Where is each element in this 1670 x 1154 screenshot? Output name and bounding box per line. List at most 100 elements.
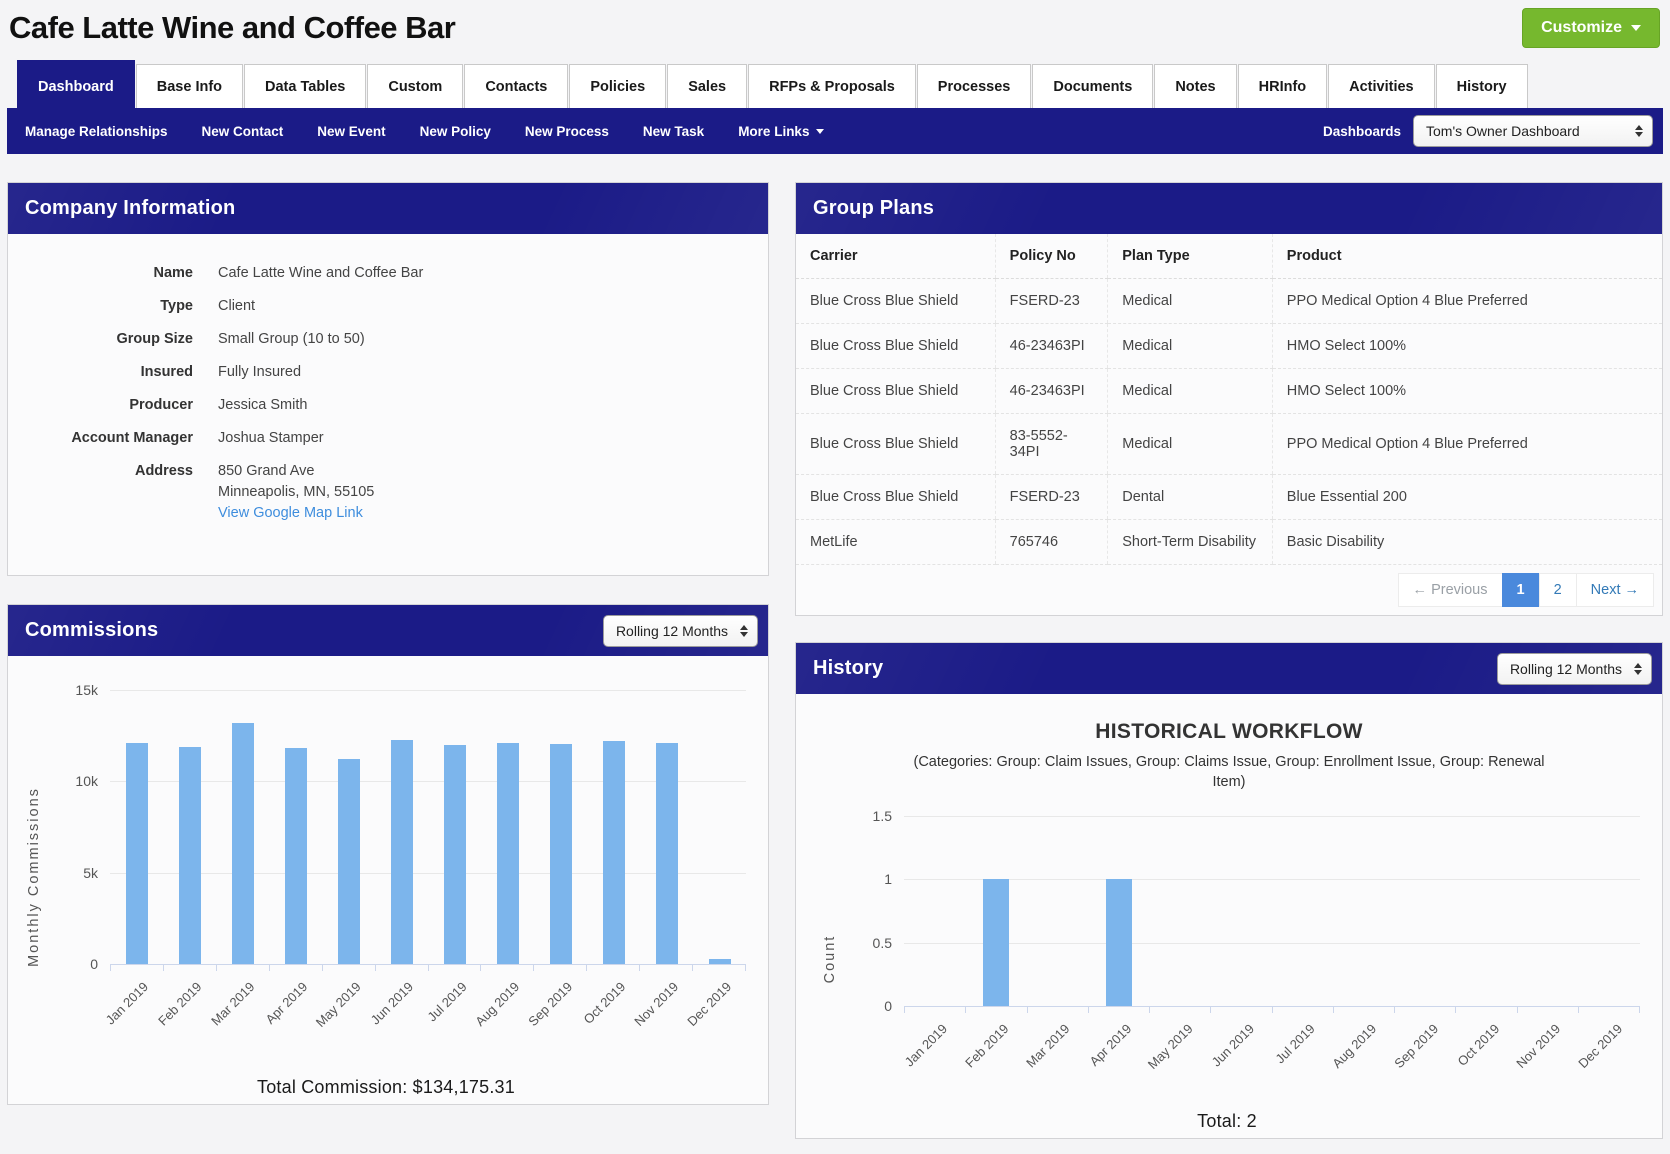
pagination-page-1[interactable]: 1 xyxy=(1502,573,1539,607)
bar-slot xyxy=(216,690,269,964)
nav-link-more-links[interactable]: More Links xyxy=(738,124,824,139)
bar-slot xyxy=(1517,816,1578,1006)
tab-rfps-proposals[interactable]: RFPs & Proposals xyxy=(748,64,916,108)
plot-area: 15k10k5k0 xyxy=(54,690,758,964)
plot-area: 1.510.50 xyxy=(858,816,1652,1006)
tick-mark xyxy=(323,964,376,971)
tab-custom[interactable]: Custom xyxy=(367,64,463,108)
bar-slot xyxy=(534,690,587,964)
table-cell: Blue Essential 200 xyxy=(1272,475,1662,520)
nav-link-new-policy[interactable]: New Policy xyxy=(420,124,491,139)
table-cell: Blue Cross Blue Shield xyxy=(796,369,995,414)
company-information-title: Company Information xyxy=(25,197,235,220)
pagination-previous-button[interactable]: ← Previous xyxy=(1398,573,1502,607)
tab-hrinfo[interactable]: HRInfo xyxy=(1238,64,1328,108)
tick-mark xyxy=(376,964,429,971)
table-cell: PPO Medical Option 4 Blue Preferred xyxy=(1272,279,1662,324)
info-field-row-address: Address850 Grand AveMinneapolis, MN, 551… xyxy=(8,462,748,523)
commissions-chart: Monthly Commissions 15k10k5k0Jan 2019Feb… xyxy=(8,656,768,1104)
commissions-y-axis: Monthly Commissions xyxy=(14,690,54,1063)
history-chart-subtitle: (Categories: Group: Claim Issues, Group:… xyxy=(904,752,1554,792)
dashboard-select[interactable]: Tom's Owner Dashboard xyxy=(1413,115,1653,147)
select-caret-icon xyxy=(740,625,748,637)
table-cell: 83-5552-34PI xyxy=(995,414,1108,475)
x-tick-label: May 2019 xyxy=(1145,1021,1196,1072)
tab-data-tables[interactable]: Data Tables xyxy=(244,64,366,108)
tab-dashboard[interactable]: Dashboard xyxy=(17,60,135,111)
tab-documents[interactable]: Documents xyxy=(1032,64,1153,108)
tick-mark xyxy=(1579,1006,1640,1013)
y-tick-label: 5k xyxy=(54,865,98,881)
x-tick-label: Jan 2019 xyxy=(902,1021,950,1069)
table-cell: Medical xyxy=(1108,324,1273,369)
tick-mark xyxy=(111,964,164,971)
quick-actions-navbar: Manage Relationships New Contact New Event… xyxy=(7,108,1663,154)
x-tick-label: Feb 2019 xyxy=(155,979,204,1028)
bar-slot xyxy=(587,690,640,964)
google-map-link[interactable]: View Google Map Link xyxy=(218,505,363,521)
tab-sales[interactable]: Sales xyxy=(667,64,747,108)
customize-button-label: Customize xyxy=(1541,19,1622,37)
table-row[interactable]: Blue Cross Blue ShieldFSERD-23MedicalPPO… xyxy=(796,279,1662,324)
tab-contacts[interactable]: Contacts xyxy=(464,64,568,108)
bar-slot xyxy=(110,690,163,964)
chevron-down-icon xyxy=(1631,25,1641,31)
pagination-page-2[interactable]: 2 xyxy=(1539,573,1576,607)
tab-base-info[interactable]: Base Info xyxy=(136,64,243,108)
tick-mark xyxy=(1089,1006,1150,1013)
tab-history[interactable]: History xyxy=(1436,64,1528,108)
chevron-down-icon xyxy=(816,129,824,134)
nav-link-new-event[interactable]: New Event xyxy=(317,124,385,139)
x-axis-labels: Jan 2019Feb 2019Mar 2019Apr 2019May 2019… xyxy=(110,971,746,1063)
bar-slot xyxy=(163,690,216,964)
nav-link-manage-relationships[interactable]: Manage Relationships xyxy=(25,124,168,139)
history-range-select[interactable]: Rolling 12 Months xyxy=(1497,653,1652,685)
customize-button[interactable]: Customize xyxy=(1522,8,1660,48)
history-chart: HISTORICAL WORKFLOW (Categories: Group: … xyxy=(796,720,1662,1138)
info-field-value: Small Group (10 to 50) xyxy=(218,330,365,349)
y-tick-label: 15k xyxy=(54,682,98,698)
x-tick-label: Aug 2019 xyxy=(1330,1021,1380,1071)
table-cell: MetLife xyxy=(796,520,995,565)
table-cell: 765746 xyxy=(995,520,1108,565)
y-tick-label: 1 xyxy=(858,871,892,887)
table-row[interactable]: Blue Cross Blue Shield46-23463PIMedicalH… xyxy=(796,369,1662,414)
x-label-slot: May 2019 xyxy=(1149,1013,1210,1101)
history-panel: History Rolling 12 Months HISTORICAL WOR… xyxy=(795,642,1663,1139)
pagination-next-button[interactable]: Next → xyxy=(1576,573,1654,607)
x-label-slot: Jun 2019 xyxy=(1211,1013,1272,1101)
x-tick-label: Nov 2019 xyxy=(1514,1021,1564,1071)
page: Cafe Latte Wine and Coffee Bar Customize… xyxy=(0,0,1670,1154)
commissions-title: Commissions xyxy=(25,619,158,642)
commissions-total: Total Commission: $134,175.31 xyxy=(14,1077,758,1098)
tick-mark xyxy=(1028,1006,1089,1013)
x-label-slot: Mar 2019 xyxy=(1027,1013,1088,1101)
table-row[interactable]: Blue Cross Blue ShieldFSERD-23DentalBlue… xyxy=(796,475,1662,520)
table-row[interactable]: Blue Cross Blue Shield46-23463PIMedicalH… xyxy=(796,324,1662,369)
tick-mark xyxy=(1150,1006,1211,1013)
tab-notes[interactable]: Notes xyxy=(1154,64,1236,108)
table-cell: Medical xyxy=(1108,279,1273,324)
table-cell: 46-23463PI xyxy=(995,324,1108,369)
bar-feb-2019 xyxy=(983,879,1009,1006)
address-line: Minneapolis, MN, 55105 xyxy=(218,483,374,502)
tab-activities[interactable]: Activities xyxy=(1328,64,1434,108)
commissions-range-select[interactable]: Rolling 12 Months xyxy=(603,615,758,647)
column-header-carrier: Carrier xyxy=(796,234,995,279)
table-cell: Basic Disability xyxy=(1272,520,1662,565)
bar-slot xyxy=(965,816,1026,1006)
nav-link-new-contact[interactable]: New Contact xyxy=(202,124,284,139)
history-chart-title: HISTORICAL WORKFLOW xyxy=(796,720,1662,744)
bar-apr-2019 xyxy=(285,748,307,964)
table-row[interactable]: Blue Cross Blue Shield83-5552-34PIMedica… xyxy=(796,414,1662,475)
x-tick-label: Jul 2019 xyxy=(424,979,469,1024)
tab-processes[interactable]: Processes xyxy=(917,64,1032,108)
bar-slot xyxy=(1456,816,1517,1006)
tab-policies[interactable]: Policies xyxy=(569,64,666,108)
nav-link-new-process[interactable]: New Process xyxy=(525,124,609,139)
bar-slot xyxy=(1149,816,1210,1006)
bar-nov-2019 xyxy=(656,743,678,964)
group-plans-panel: Group Plans CarrierPolicy NoPlan TypePro… xyxy=(795,182,1663,616)
table-row[interactable]: MetLife765746Short-Term DisabilityBasic … xyxy=(796,520,1662,565)
nav-link-new-task[interactable]: New Task xyxy=(643,124,704,139)
